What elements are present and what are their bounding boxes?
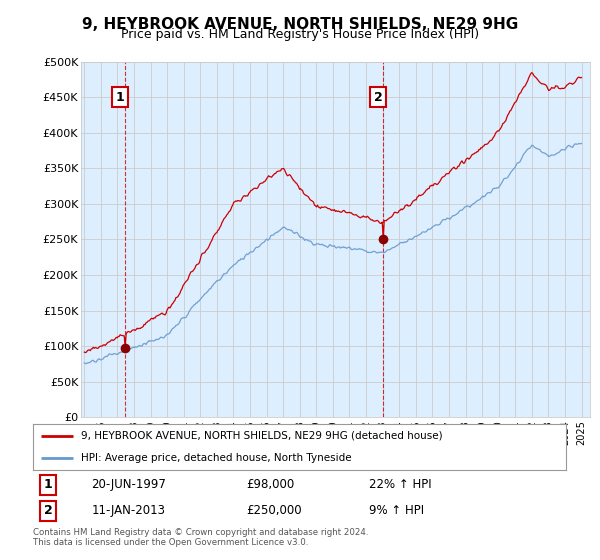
Text: This data is licensed under the Open Government Licence v3.0.: This data is licensed under the Open Gov… — [33, 538, 308, 547]
Text: 20-JUN-1997: 20-JUN-1997 — [92, 478, 166, 491]
Text: £250,000: £250,000 — [246, 505, 302, 517]
Text: 1: 1 — [44, 478, 52, 491]
Text: Price paid vs. HM Land Registry's House Price Index (HPI): Price paid vs. HM Land Registry's House … — [121, 28, 479, 41]
Text: HPI: Average price, detached house, North Tyneside: HPI: Average price, detached house, Nort… — [81, 452, 352, 463]
Text: 2: 2 — [374, 91, 383, 104]
Text: 9, HEYBROOK AVENUE, NORTH SHIELDS, NE29 9HG (detached house): 9, HEYBROOK AVENUE, NORTH SHIELDS, NE29 … — [81, 431, 443, 441]
Text: 2: 2 — [44, 505, 52, 517]
Text: 9% ↑ HPI: 9% ↑ HPI — [368, 505, 424, 517]
Text: 22% ↑ HPI: 22% ↑ HPI — [368, 478, 431, 491]
Text: 9, HEYBROOK AVENUE, NORTH SHIELDS, NE29 9HG: 9, HEYBROOK AVENUE, NORTH SHIELDS, NE29 … — [82, 17, 518, 32]
Text: Contains HM Land Registry data © Crown copyright and database right 2024.: Contains HM Land Registry data © Crown c… — [33, 528, 368, 536]
Text: 1: 1 — [116, 91, 125, 104]
Text: £98,000: £98,000 — [246, 478, 295, 491]
Text: 11-JAN-2013: 11-JAN-2013 — [92, 505, 166, 517]
